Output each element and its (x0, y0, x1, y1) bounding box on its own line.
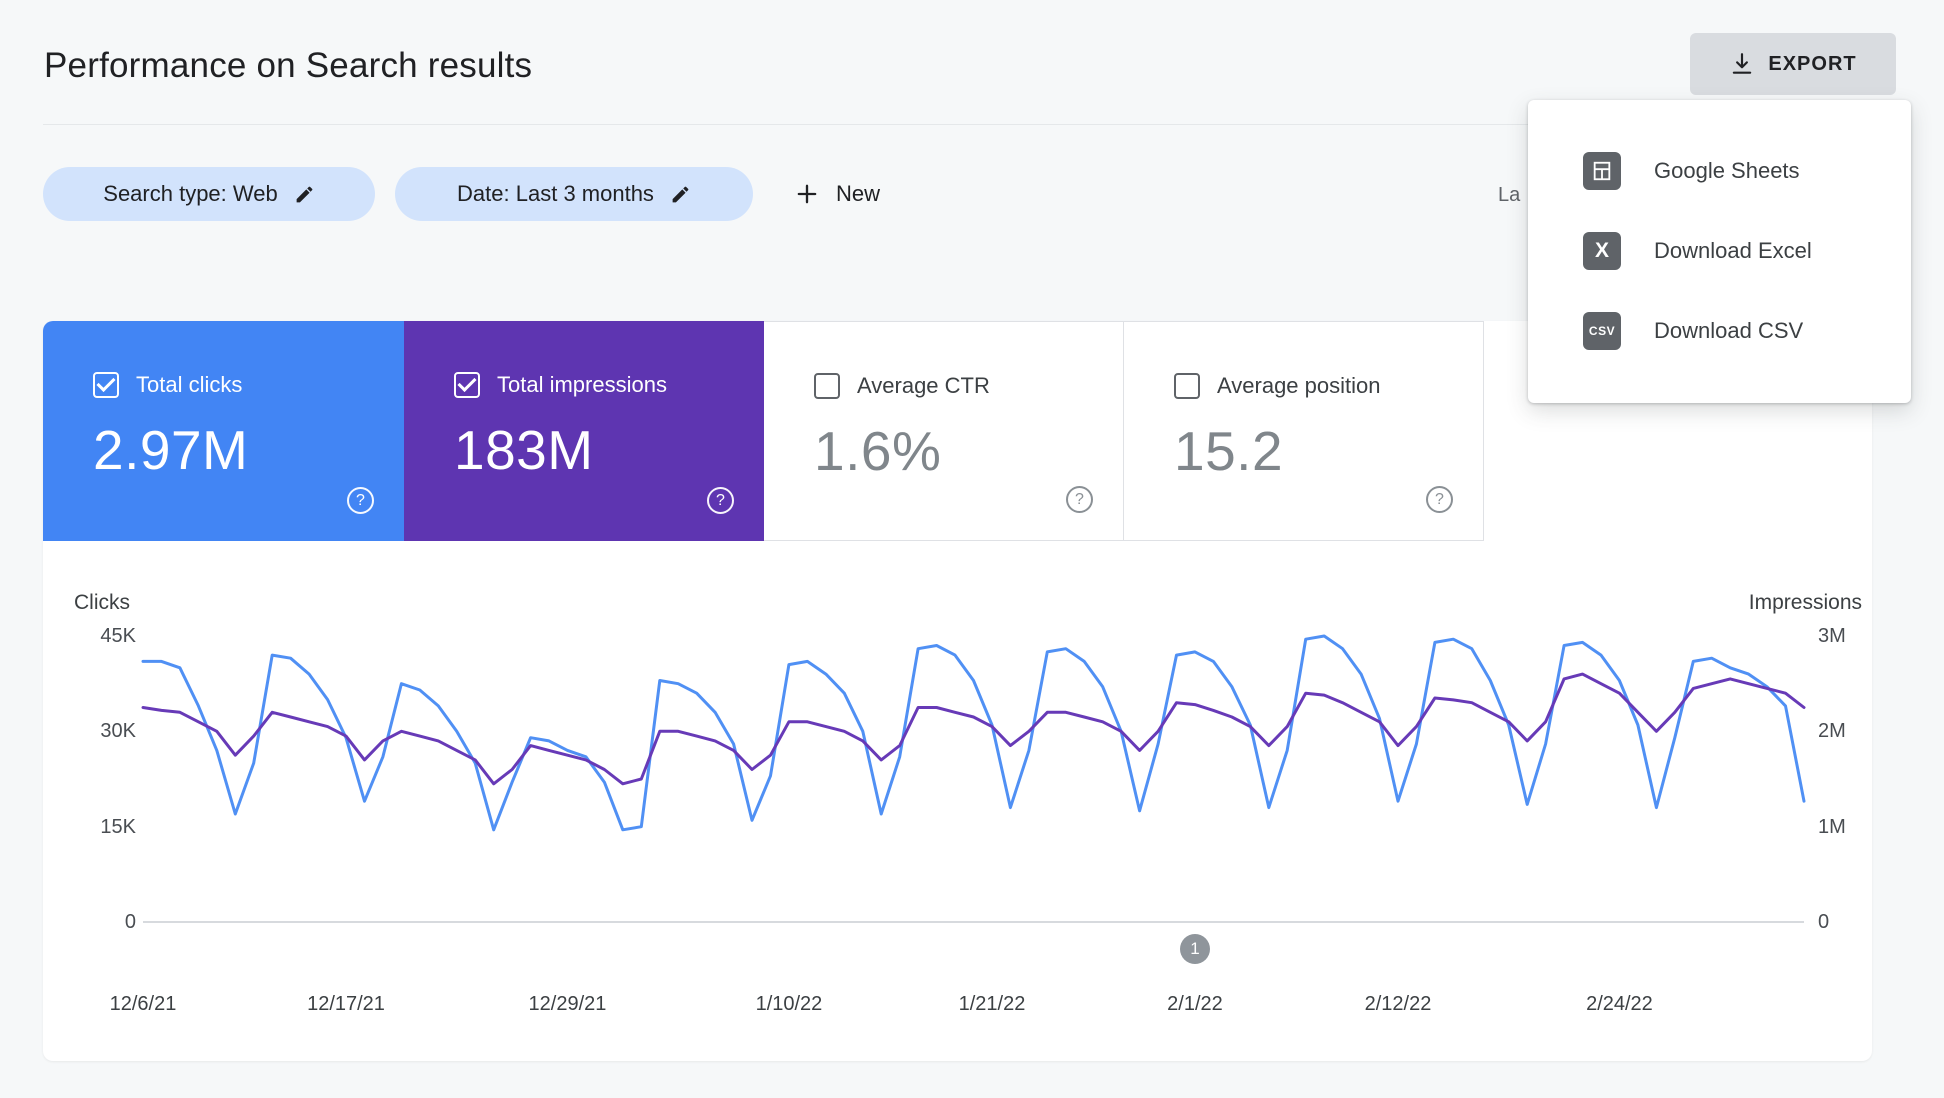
chart-region: Clicks Impressions 45K 30K 15K 0 3M 2M 1M 0 12/6… (43, 321, 1872, 1061)
line-chart (141, 634, 1806, 832)
plus-icon (793, 180, 821, 208)
metric-card-total-clicks[interactable]: Total clicks 2.97M (43, 321, 404, 541)
y-axis-label-left: 30K (100, 720, 136, 743)
performance-card: Total clicks 2.97M Total impressions 183… (43, 321, 1872, 1061)
right-axis-title: Impressions (1748, 591, 1862, 614)
help-icon[interactable] (347, 487, 374, 514)
metric-label: Average CTR (857, 373, 990, 398)
help-icon[interactable] (1066, 486, 1093, 513)
header-divider (43, 124, 1901, 125)
y-axis-label-right: 3M (1818, 625, 1846, 647)
metric-value: 2.97M (93, 419, 249, 481)
y-axis-label-left: 15K (100, 815, 136, 838)
x-axis-label: 2/12/22 (1364, 993, 1432, 1015)
search-type-chip[interactable]: Search type: Web (43, 167, 375, 221)
new-filter-button[interactable]: New (793, 180, 880, 208)
new-filter-label: New (836, 181, 881, 206)
menu-item-label: Download CSV (1654, 318, 1804, 343)
date-range-chip[interactable]: Date: Last 3 months (395, 167, 753, 221)
x-axis-label: 12/17/21 (307, 993, 385, 1015)
filter-bar: Search type: Web Date: Last 3 months New (43, 167, 880, 221)
y-axis-label-left: 0 (124, 911, 136, 933)
metric-card-average-position[interactable]: Average position 15.2 (1124, 321, 1484, 541)
menu-item-download-excel[interactable]: X Download Excel (1528, 211, 1911, 291)
checkbox-checked-icon[interactable] (93, 372, 119, 398)
x-axis-label: 2/24/22 (1586, 993, 1653, 1015)
y-axis-label-right: 2M (1818, 720, 1846, 743)
google-sheets-icon (1583, 152, 1621, 190)
x-axis-label: 1/21/22 (958, 993, 1026, 1015)
impressions-line (141, 672, 1806, 786)
metric-label: Average position (1217, 373, 1381, 398)
x-axis-label: 1/10/22 (755, 993, 823, 1015)
edit-pencil-icon (294, 184, 315, 205)
export-menu: Google Sheets X Download Excel CSV Downl… (1528, 100, 1911, 403)
checkbox-checked-icon[interactable] (454, 372, 480, 398)
checkbox-unchecked-icon[interactable] (814, 373, 840, 399)
csv-icon: CSV (1583, 312, 1621, 350)
x-axis-baseline (143, 921, 1804, 923)
y-axis-label-right: 0 (1818, 911, 1830, 933)
menu-item-label: Google Sheets (1654, 158, 1800, 183)
date-range-chip-label: Date: Last 3 months (457, 181, 654, 206)
page-title: Performance on Search results (44, 46, 533, 85)
edit-pencil-icon (670, 184, 691, 205)
annotation-marker[interactable]: 1 (1179, 934, 1210, 964)
y-axis-label-right: 1M (1818, 815, 1846, 838)
x-axis-label: 12/29/21 (528, 993, 607, 1015)
metric-value: 15.2 (1174, 420, 1284, 482)
x-axis-label: 2/1/22 (1167, 993, 1223, 1015)
metric-card-total-impressions[interactable]: Total impressions 183M (404, 321, 764, 541)
download-icon (1729, 51, 1755, 77)
search-type-chip-label: Search type: Web (103, 181, 278, 206)
export-button[interactable]: EXPORT (1690, 33, 1896, 95)
metric-value: 183M (454, 419, 594, 481)
checkbox-unchecked-icon[interactable] (1174, 373, 1200, 399)
y-axis-label-left: 45K (100, 625, 136, 647)
help-icon[interactable] (707, 487, 734, 514)
metric-label: Total impressions (497, 372, 667, 397)
metric-value: 1.6% (814, 420, 942, 482)
x-axis-label: 12/6/21 (109, 993, 177, 1015)
metric-card-average-ctr[interactable]: Average CTR 1.6% (764, 321, 1124, 541)
clicks-line (141, 634, 1806, 832)
left-axis-title: Clicks (74, 591, 130, 614)
metric-tiles: Total clicks 2.97M Total impressions 183… (43, 321, 1484, 541)
last-updated-text-partial: La (1498, 184, 1521, 206)
menu-item-google-sheets[interactable]: Google Sheets (1528, 131, 1911, 211)
metric-label: Total clicks (136, 372, 243, 397)
help-icon[interactable] (1426, 486, 1453, 513)
menu-item-download-csv[interactable]: CSV Download CSV (1528, 291, 1911, 371)
excel-icon: X (1583, 232, 1621, 270)
export-button-label: EXPORT (1768, 52, 1857, 75)
menu-item-label: Download Excel (1654, 238, 1812, 263)
